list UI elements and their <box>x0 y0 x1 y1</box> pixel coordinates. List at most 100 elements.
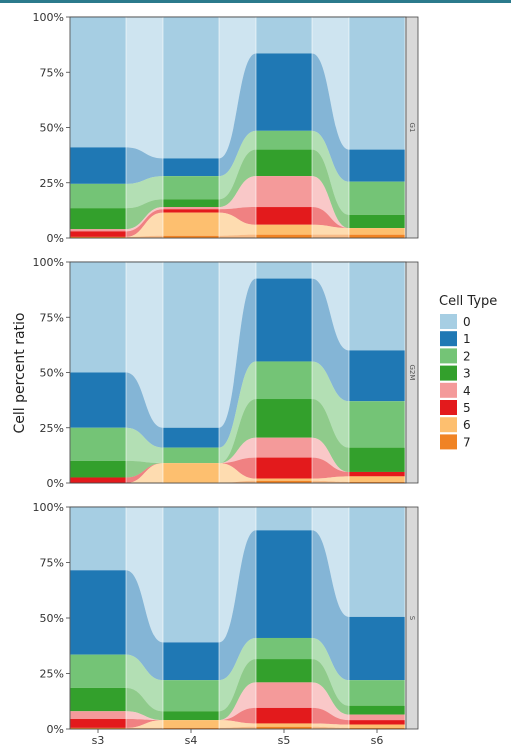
flow-type-5 <box>219 707 256 724</box>
flow-type-5 <box>126 209 163 237</box>
y-tick-label: 25% <box>40 668 64 681</box>
bar-segment-s6-type-0 <box>349 17 405 150</box>
flow-type-7 <box>219 726 256 729</box>
facet-strip <box>405 16 419 239</box>
legend-label-type-3: 3 <box>463 367 471 381</box>
flow-type-3 <box>126 460 163 478</box>
bar-segment-s5-type-0 <box>256 507 312 531</box>
legend-label-type-7: 7 <box>463 435 471 449</box>
flow-type-7 <box>219 234 256 238</box>
x-tick-label: s6 <box>371 734 384 747</box>
y-tick-label: 100% <box>33 11 64 24</box>
bar-segment-s6-type-2 <box>349 181 405 215</box>
bar-segment-s5-type-0 <box>256 17 312 54</box>
legend-key-type-6 <box>440 417 457 433</box>
flow-type-5 <box>312 707 349 725</box>
bar-segment-s6-type-7 <box>349 727 405 729</box>
bar-segment-s5-type-1 <box>256 53 312 131</box>
bar-segment-s3-type-5 <box>70 477 126 483</box>
bar-segment-s5-type-4 <box>256 437 312 458</box>
flow-type-4 <box>126 207 163 232</box>
bar-segment-s3-type-5 <box>70 719 126 728</box>
y-tick-label: 0% <box>47 723 64 736</box>
legend-label-type-6: 6 <box>463 418 471 432</box>
flow-type-1 <box>126 372 163 448</box>
bar-segment-s3-type-3 <box>70 687 126 712</box>
facet-strip-label: G1 <box>408 123 416 133</box>
flow-type-2 <box>312 637 349 706</box>
y-tick-label: 75% <box>40 311 64 324</box>
facet-panel-g2m: G2M 0% 25% 50% 75% 100% <box>33 256 419 490</box>
flow-type-7 <box>312 234 349 238</box>
bar-segment-s5-type-0 <box>256 262 312 279</box>
flow-type-3 <box>312 659 349 715</box>
flow-type-0 <box>126 507 163 643</box>
legend: Cell Type 0 1 2 3 4 5 6 7 <box>439 294 497 450</box>
bar-segment-s6-type-0 <box>349 262 405 351</box>
bar-segment-s5-type-5 <box>256 707 312 724</box>
flow-type-4 <box>219 682 256 721</box>
facet-strip <box>405 506 419 730</box>
legend-key-type-5 <box>440 400 457 415</box>
flow-type-4 <box>219 176 256 210</box>
bar-segment-s4-type-3 <box>163 199 219 208</box>
bar-segment-s6-type-0 <box>349 507 405 617</box>
bar-segment-s5-type-1 <box>256 278 312 362</box>
bar-segment-s6-type-5 <box>349 720 405 725</box>
bar-segment-s4-type-1 <box>163 427 219 448</box>
bar-segment-s6-type-6 <box>349 476 405 482</box>
y-tick-label: 25% <box>40 422 64 435</box>
bar-segment-s5-type-2 <box>256 130 312 150</box>
flow-type-1 <box>126 147 163 184</box>
bar-segment-s3-type-0 <box>70 262 126 373</box>
legend-label-type-4: 4 <box>463 384 471 398</box>
bar-segment-s3-type-0 <box>70 507 126 571</box>
flow-type-2 <box>312 361 349 448</box>
bar-segment-s6-type-3 <box>349 447 405 472</box>
bar-segment-s3-type-3 <box>70 208 126 230</box>
legend-label-type-2: 2 <box>463 349 471 363</box>
y-tick-label: 50% <box>40 367 64 380</box>
bar-segment-s5-type-1 <box>256 530 312 638</box>
bar-segment-s3-type-1 <box>70 570 126 655</box>
legend-title: Cell Type <box>439 294 497 309</box>
legend-key-type-4 <box>440 382 457 398</box>
flow-type-7 <box>219 480 256 483</box>
bar-segment-s3-type-4 <box>70 711 126 720</box>
bar-segment-s5-type-5 <box>256 457 312 479</box>
flow-type-6 <box>312 224 349 235</box>
bar-segment-s3-type-7 <box>70 236 126 238</box>
flow-type-7 <box>126 235 163 238</box>
facet-strip-label: S <box>408 616 416 621</box>
bar-segment-s5-type-5 <box>256 207 312 225</box>
legend-key-type-1 <box>440 331 457 347</box>
legend-label-type-0: 0 <box>463 315 471 329</box>
bar-segment-s5-type-3 <box>256 149 312 177</box>
x-tick-label: s3 <box>92 734 105 747</box>
bar-segment-s5-type-2 <box>256 637 312 660</box>
flow-type-5 <box>219 207 256 225</box>
bar-segment-s4-type-6 <box>163 212 219 236</box>
y-tick-label: 25% <box>40 177 64 190</box>
bar-segment-s3-type-2 <box>70 183 126 209</box>
flow-type-3 <box>312 149 349 229</box>
legend-key-type-2 <box>440 348 457 364</box>
flow-type-1 <box>312 53 349 182</box>
bar-segment-s4-type-0 <box>163 507 219 643</box>
flow-type-1 <box>219 53 256 177</box>
bar-segment-s6-type-3 <box>349 705 405 715</box>
bar-segment-s3-type-7 <box>70 727 126 729</box>
flow-type-5 <box>219 457 256 479</box>
bar-segment-s4-type-4 <box>163 207 219 210</box>
flow-type-1 <box>219 278 256 448</box>
bar-segment-s5-type-6 <box>256 224 312 235</box>
flow-type-1 <box>312 278 349 402</box>
flow-type-2 <box>219 637 256 712</box>
bar-segment-s4-type-7 <box>163 727 219 729</box>
bar-segment-s4-type-2 <box>163 447 219 464</box>
bar-segment-s5-type-2 <box>256 361 312 400</box>
flow-type-6 <box>312 723 349 728</box>
flow-type-4 <box>312 176 349 229</box>
flow-type-3 <box>219 149 256 208</box>
bar-segment-s4-type-5 <box>163 209 219 213</box>
